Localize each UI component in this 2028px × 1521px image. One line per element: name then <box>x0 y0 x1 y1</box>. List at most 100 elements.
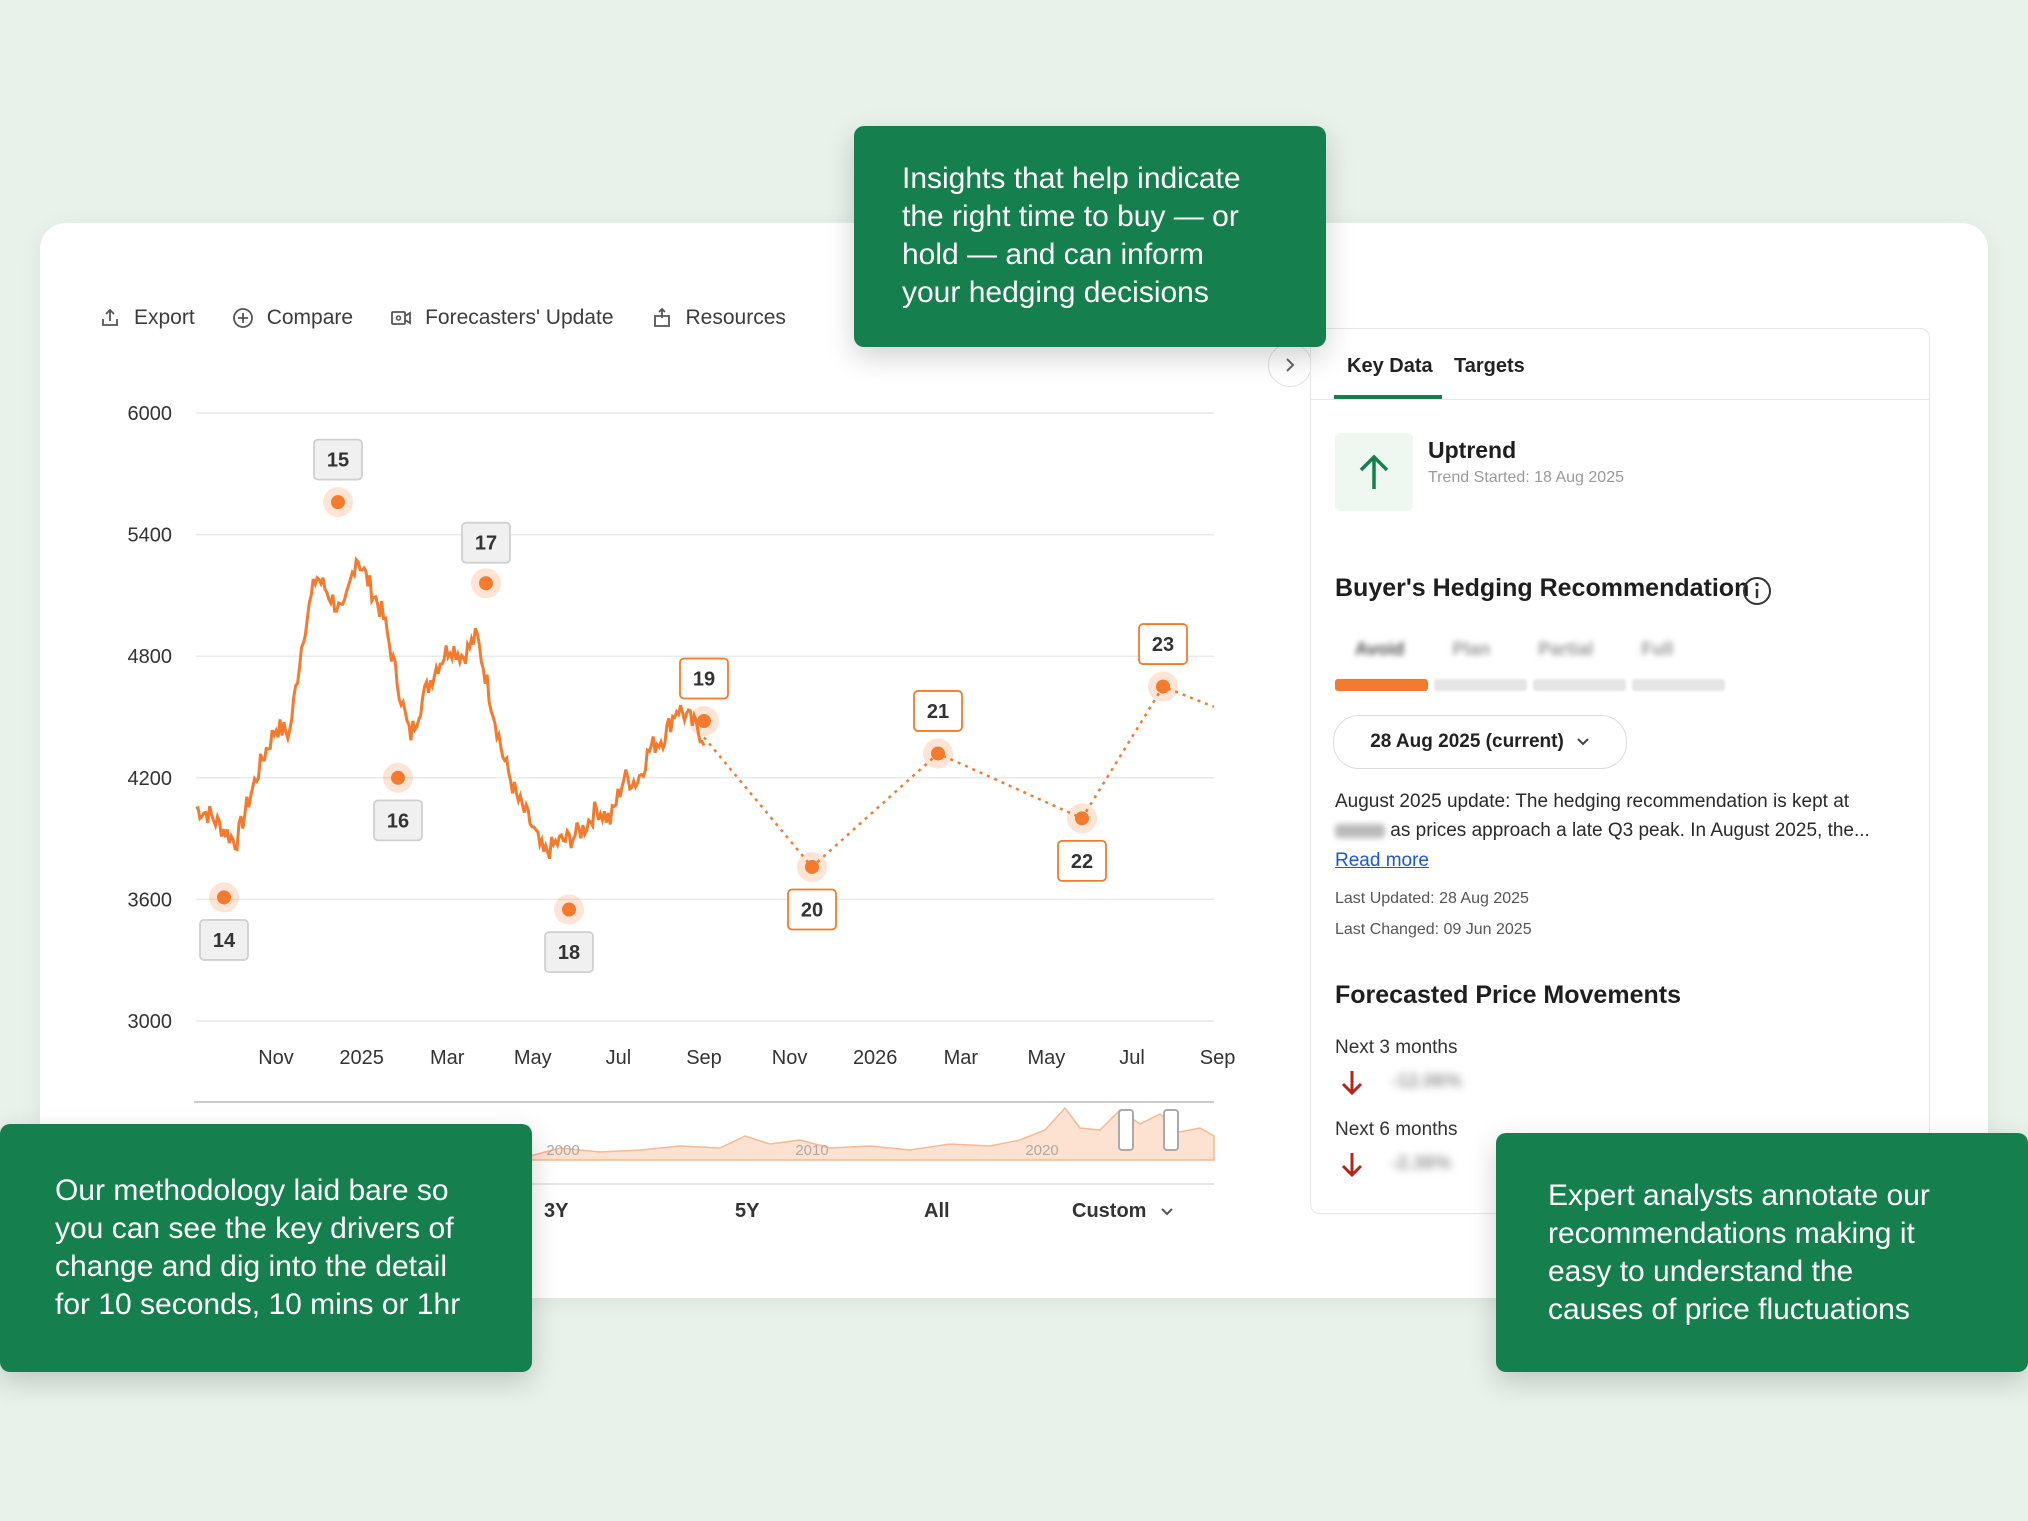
x-tick-label: 2026 <box>853 1047 898 1069</box>
range-all-label: All <box>924 1200 950 1222</box>
annotation-dot <box>217 890 231 905</box>
update-line-1: August 2025 update: The hedging recommen… <box>1335 791 1850 812</box>
info-icon[interactable] <box>1741 575 1773 607</box>
update-date-select[interactable]: 28 Aug 2025 (current) <box>1333 715 1627 769</box>
annotation-marker[interactable]: 22 <box>1057 803 1107 882</box>
range-all-button[interactable]: All <box>924 1200 950 1223</box>
callout-methodology: Our methodology laid bare so you can see… <box>0 1124 532 1372</box>
annotation-label-box <box>544 931 594 973</box>
plus-circle-icon <box>232 308 253 328</box>
annotation-marker[interactable]: 14 <box>199 882 249 961</box>
chevron-down-icon <box>1161 1207 1174 1215</box>
annotation-marker[interactable]: 23 <box>1138 623 1188 702</box>
range-custom-dropdown[interactable]: Custom <box>1072 1200 1174 1223</box>
range-5y-button[interactable]: 5Y <box>735 1200 759 1223</box>
x-tick-label: Nov <box>258 1047 294 1069</box>
resources-icon <box>653 307 670 327</box>
resources-label: Resources <box>685 306 786 329</box>
last-updated: Last Updated: 28 Aug 2025 <box>1335 890 1529 907</box>
annotation-label: 20 <box>801 900 823 922</box>
annotation-dot <box>331 495 345 510</box>
y-tick-label: 4800 <box>128 646 173 668</box>
annotation-dot <box>391 770 405 785</box>
annotation-marker[interactable]: 19 <box>679 657 729 737</box>
collapse-panel-button[interactable] <box>1268 343 1312 387</box>
annotation-dot <box>697 714 711 729</box>
range-5y-label: 5Y <box>735 1200 760 1222</box>
next-6-months-label: Next 6 months <box>1335 1119 1458 1140</box>
annotation-marker[interactable]: 20 <box>787 851 837 931</box>
annotation-markers[interactable]: 14 15 16 17 18 19 20 21 22 23 <box>199 438 1188 973</box>
annotation-label-box <box>787 888 837 931</box>
x-tick-label: May <box>514 1047 552 1069</box>
annotation-label-box <box>1057 839 1107 882</box>
active-tab-indicator <box>1334 395 1442 399</box>
trend-title: Uptrend <box>1428 437 1517 463</box>
annotation-dot <box>1156 679 1170 694</box>
range-3y-button[interactable]: 3Y <box>544 1200 568 1223</box>
callout-experts-line: Expert analysts annotate our <box>1548 1179 1930 1212</box>
annotation-marker[interactable]: 18 <box>544 894 594 973</box>
annotation-label: 22 <box>1071 851 1093 873</box>
callout-insights-line: hold — and can inform <box>902 238 1204 271</box>
level-plan: Plan <box>1452 639 1491 659</box>
tab-key-data[interactable]: Key Data <box>1347 355 1433 377</box>
rec-segment <box>1632 679 1725 691</box>
callout-insights-line: Insights that help indicate <box>902 162 1241 195</box>
annotation-marker[interactable]: 21 <box>913 690 963 769</box>
price-history-line <box>195 556 706 860</box>
x-tick-label: Jul <box>606 1047 632 1069</box>
annotation-marker[interactable]: 15 <box>313 438 363 518</box>
callout-methodology-line: change and dig into the detail <box>55 1250 447 1283</box>
callout-experts-line: recommendations making it <box>1548 1217 1915 1250</box>
next-3-months-value: -12.06% <box>1391 1071 1462 1092</box>
key-data-panel: Key Data Targets Uptrend Trend Started: … <box>1310 328 1930 1214</box>
annotation-marker[interactable]: 17 <box>461 521 511 599</box>
annotation-label: 16 <box>387 810 409 832</box>
tab-targets[interactable]: Targets <box>1454 355 1525 377</box>
price-chart[interactable]: 6000 5400 4800 4200 3600 3000 Nov 2025 Mar May Ju… <box>0 0 1240 1521</box>
annotation-label-box <box>373 799 423 842</box>
read-more-link[interactable]: Read more <box>1335 850 1429 871</box>
rec-segment <box>1533 679 1626 691</box>
callout-insights-line: the right time to buy — or <box>902 200 1239 233</box>
export-icon <box>102 308 118 326</box>
x-tick-label: Mar <box>944 1047 979 1069</box>
annotation-label-box <box>313 438 363 481</box>
recommendation-bar <box>1335 679 1725 691</box>
forecasters-update-label: Forecasters' Update <box>425 306 614 329</box>
arrow-down-icon <box>1341 1153 1363 1178</box>
resources-button[interactable]: Resources <box>650 306 786 330</box>
annotation-label: 14 <box>213 930 236 952</box>
update-line-2: as prices approach a late Q3 peak. In Au… <box>1390 820 1870 841</box>
export-button[interactable]: Export <box>98 306 195 330</box>
panel-tabs: Key Data Targets <box>1311 329 1929 400</box>
callout-insights-line: your hedging decisions <box>902 276 1209 309</box>
compare-label: Compare <box>266 306 354 329</box>
rec-segment-active <box>1335 679 1428 691</box>
annotation-label-box <box>913 690 963 732</box>
callout-methodology-line: Our methodology laid bare so <box>55 1174 449 1207</box>
annotation-dot <box>931 746 945 761</box>
y-tick-label: 5400 <box>128 525 173 547</box>
level-partial: Partial <box>1538 639 1594 659</box>
annotation-label: 21 <box>927 701 949 723</box>
video-icon <box>391 311 411 325</box>
callout-methodology-line: for 10 seconds, 10 mins or 1hr <box>55 1288 461 1321</box>
x-tick-label: 2025 <box>339 1047 384 1069</box>
forecasters-update-button[interactable]: Forecasters' Update <box>389 306 614 330</box>
annotation-marker[interactable]: 16 <box>373 762 423 842</box>
arrow-up-icon <box>1359 454 1389 489</box>
annotation-label: 23 <box>1152 634 1174 656</box>
x-axis: Nov 2025 Mar May Jul Sep Nov 2026 Mar May Jul Sep <box>258 1047 1235 1069</box>
callout-experts-line: easy to understand the <box>1548 1255 1854 1288</box>
annotation-label: 19 <box>693 668 715 690</box>
next-3-months-label: Next 3 months <box>1335 1037 1458 1058</box>
range-custom-label: Custom <box>1072 1200 1147 1222</box>
annotation-label-box <box>679 657 729 700</box>
callout-insights: Insights that help indicate the right ti… <box>854 126 1326 347</box>
rec-segment <box>1434 679 1527 691</box>
compare-button[interactable]: Compare <box>231 306 353 330</box>
callout-experts-line: causes of price fluctuations <box>1548 1293 1910 1326</box>
annotation-label-box <box>199 919 249 961</box>
